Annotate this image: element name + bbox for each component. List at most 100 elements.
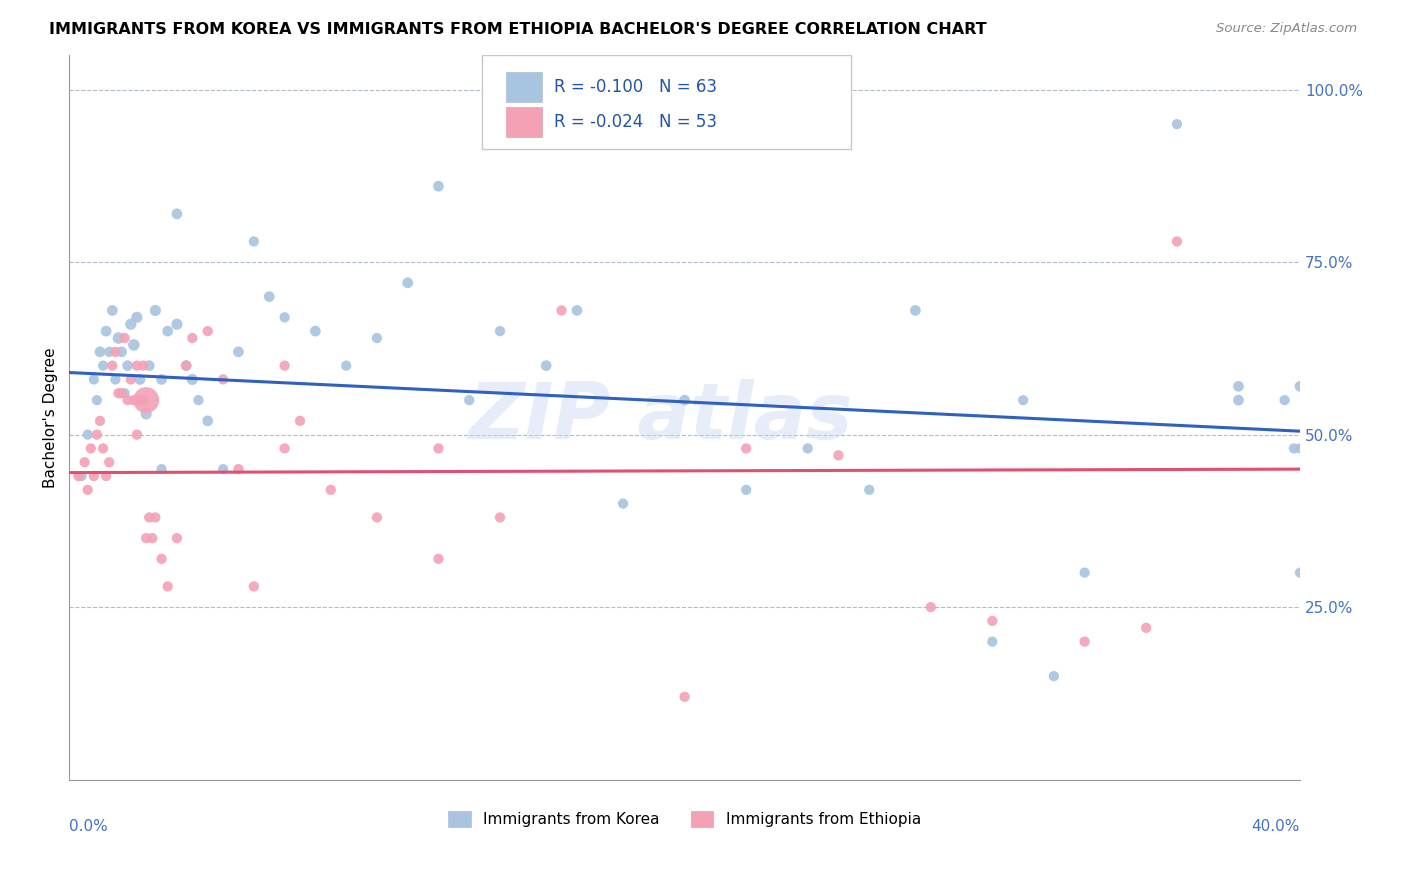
Point [181,331,204,345]
Point [1289,566,1312,580]
Point [83,469,105,483]
Point [904,303,927,318]
Point [101,303,124,318]
Point [117,393,139,408]
Point [1012,393,1035,408]
Point [228,462,250,476]
Point [827,448,849,462]
Point [96,324,118,338]
Text: 0.0%: 0.0% [69,820,108,835]
Point [125,310,148,325]
Point [612,497,634,511]
Point [70,469,93,483]
Point [243,235,266,249]
Point [138,510,160,524]
Point [257,290,280,304]
Point [1073,566,1095,580]
Point [197,324,219,338]
Point [67,469,90,483]
Point [288,414,311,428]
Point [166,531,188,545]
Point [366,331,388,345]
Point [91,359,114,373]
Point [98,455,121,469]
Point [366,510,388,524]
Point [735,483,758,497]
Point [1166,235,1188,249]
Point [120,317,142,331]
Point [114,331,136,345]
Point [76,483,98,497]
Point [174,359,197,373]
Point [80,442,103,456]
Point [125,427,148,442]
Point [273,442,295,456]
Point [107,386,129,401]
Point [150,551,173,566]
Point [120,372,142,386]
FancyBboxPatch shape [506,71,541,103]
FancyBboxPatch shape [481,55,851,149]
Point [458,393,481,408]
Point [396,276,419,290]
Point [135,393,157,408]
Point [174,359,197,373]
Point [335,359,357,373]
Point [981,614,1004,628]
Point [129,372,152,386]
Point [796,442,818,456]
Legend: Immigrants from Korea, Immigrants from Ethiopia: Immigrants from Korea, Immigrants from E… [443,805,927,833]
Point [673,393,696,408]
Point [243,579,266,593]
Point [110,344,132,359]
Point [427,179,450,194]
Point [197,414,219,428]
Point [1289,379,1312,393]
Point [107,331,129,345]
Point [1289,442,1312,456]
Point [125,359,148,373]
Point [145,303,167,318]
Point [228,344,250,359]
Point [319,483,342,497]
Point [132,359,155,373]
Point [76,427,98,442]
Y-axis label: Bachelor's Degree: Bachelor's Degree [44,347,58,488]
Point [550,303,572,318]
Point [489,324,512,338]
Point [122,338,145,352]
Point [565,303,588,318]
Point [858,483,880,497]
Point [150,372,173,386]
Text: ZIP atlas: ZIP atlas [468,379,852,456]
Point [1166,117,1188,131]
Point [86,393,108,408]
Point [273,310,295,325]
Point [104,344,127,359]
Point [166,317,188,331]
Point [122,393,145,408]
Point [212,372,235,386]
Point [141,531,163,545]
Point [1227,379,1250,393]
Text: R = -0.024   N = 53: R = -0.024 N = 53 [554,112,717,131]
FancyBboxPatch shape [506,106,541,137]
Point [187,393,209,408]
Point [181,372,204,386]
Point [73,455,96,469]
Point [427,551,450,566]
Point [96,469,118,483]
Point [150,462,173,476]
Point [673,690,696,704]
Point [89,344,111,359]
Point [135,531,157,545]
Point [981,634,1004,648]
Point [1135,621,1157,635]
Point [110,386,132,401]
Point [135,407,157,421]
Point [145,510,167,524]
Point [101,359,124,373]
Point [1282,442,1305,456]
Text: IMMIGRANTS FROM KOREA VS IMMIGRANTS FROM ETHIOPIA BACHELOR'S DEGREE CORRELATION : IMMIGRANTS FROM KOREA VS IMMIGRANTS FROM… [49,22,987,37]
Point [156,324,179,338]
